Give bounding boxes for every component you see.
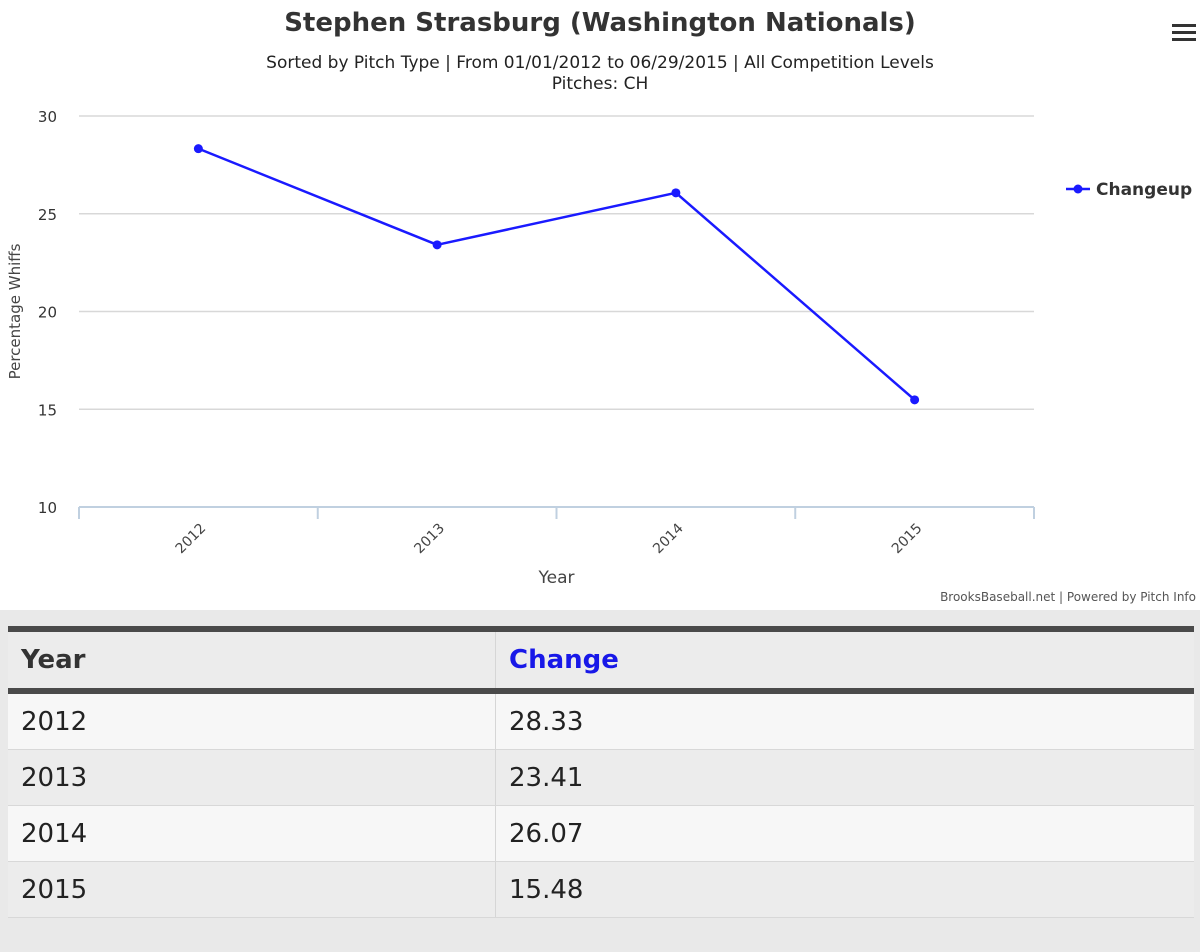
cell-change: 23.41: [495, 749, 1194, 806]
legend-marker: [1073, 184, 1083, 194]
y-axis-title: Percentage Whiffs: [6, 243, 24, 379]
chart-title: Stephen Strasburg (Washington Nationals): [284, 8, 916, 38]
data-point: [910, 395, 920, 405]
line-chart: 10 15 20 25 30 2012 2013 2014 2015 Year Percentage…: [6, 108, 1196, 604]
cell-change: 26.07: [495, 805, 1194, 862]
data-point: [671, 188, 681, 198]
cell-change: 15.48: [495, 861, 1194, 918]
table-row: 2014 26.07: [8, 805, 1194, 862]
chart-subtitle: Sorted by Pitch Type | From 01/01/2012 t…: [0, 53, 1200, 95]
chart-subtitle-line-2: Pitches: CH: [551, 74, 649, 94]
x-tick-label: 2014: [650, 520, 687, 557]
y-tick-label: 10: [38, 499, 57, 517]
y-tick-label: 30: [38, 108, 57, 126]
cell-year: 2012: [8, 691, 496, 750]
y-tick-label: 25: [38, 206, 57, 224]
data-table: Year Change 2012 28.33 2013 23.41 2014 2…: [8, 626, 1194, 918]
cell-year: 2013: [8, 749, 496, 806]
table-row: 2015 15.48: [8, 861, 1194, 918]
x-tick-label: 2013: [411, 521, 448, 558]
y-tick-label: 15: [38, 401, 57, 419]
y-tick-label: 20: [38, 304, 57, 322]
data-point: [193, 144, 203, 154]
header-change[interactable]: Change: [495, 626, 1194, 694]
table-row: 2012 28.33: [8, 691, 1194, 750]
x-tick-label: 2012: [173, 521, 210, 558]
header-year[interactable]: Year: [8, 626, 496, 694]
hamburger-menu-icon[interactable]: [1170, 20, 1198, 46]
chart-credits: BrooksBaseball.net | Powered by Pitch In…: [940, 590, 1196, 604]
legend-label-changeup: Changeup: [1096, 180, 1192, 200]
series-line-changeup: [197, 147, 916, 401]
x-tick-label: 2015: [889, 521, 926, 558]
chart-subtitle-line-1: Sorted by Pitch Type | From 01/01/2012 t…: [266, 53, 934, 73]
cell-year: 2014: [8, 805, 496, 862]
table-row: 2013 23.41: [8, 749, 1194, 806]
x-axis-title: Year: [538, 568, 575, 588]
table-header-row: Year Change: [8, 626, 1194, 694]
cell-change: 28.33: [495, 691, 1194, 750]
chart-container: Stephen Strasburg (Washington Nationals)…: [0, 0, 1200, 610]
data-point: [432, 240, 442, 250]
cell-year: 2015: [8, 861, 496, 918]
